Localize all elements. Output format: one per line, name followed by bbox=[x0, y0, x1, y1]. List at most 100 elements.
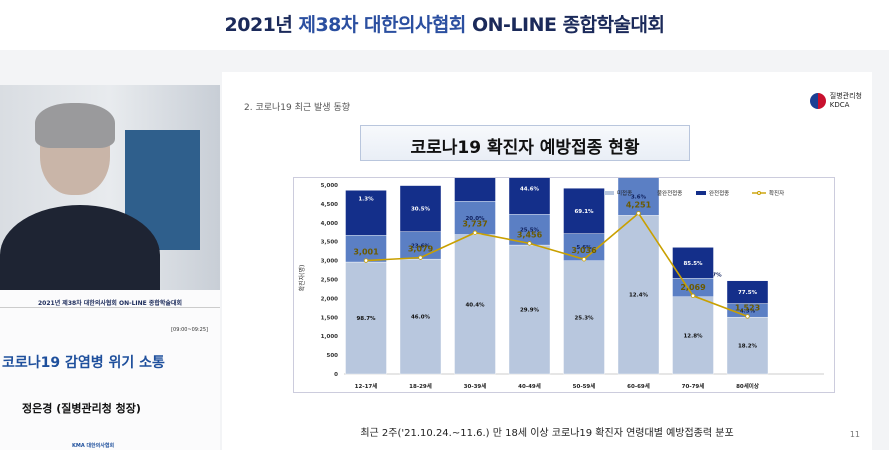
bar-segment-미접종 bbox=[617, 215, 660, 375]
bar-segment-완전접종 bbox=[345, 190, 387, 236]
banner-year: 2021년 bbox=[224, 14, 299, 36]
page-number: 11 bbox=[849, 430, 860, 439]
x-tick-label: 70-79세 bbox=[682, 382, 705, 390]
legend-label: 완전접종 bbox=[709, 189, 729, 197]
slide-title: 코로나19 확진자 예방접종 현황 bbox=[360, 125, 690, 161]
segment-label: 29.9% bbox=[520, 308, 540, 314]
y-tick-label: 3,000 bbox=[321, 259, 339, 265]
taegeuk-icon bbox=[809, 93, 826, 109]
total-point bbox=[636, 211, 641, 216]
total-label: 3,036 bbox=[571, 246, 597, 255]
legend-swatch bbox=[644, 191, 654, 195]
x-tick-label: 40-49세 bbox=[518, 382, 541, 390]
total-label: 4,251 bbox=[626, 200, 652, 209]
segment-label: 12.4% bbox=[629, 293, 649, 299]
total-label: 1,523 bbox=[735, 303, 760, 312]
legend-label: 미접종 bbox=[617, 189, 632, 197]
x-tick-label: 60-69세 bbox=[627, 382, 650, 390]
speaker-name: 정은경 (질병관리청 청장) bbox=[22, 402, 141, 415]
session-info-card: 2021년 제38차 대한의사협회 ON-LINE 종합학술대회 [09:00~… bbox=[0, 290, 220, 450]
legend-swatch bbox=[604, 191, 614, 195]
mini-banner: 2021년 제38차 대한의사협회 ON-LINE 종합학술대회 bbox=[0, 290, 220, 308]
segment-label: 44.6% bbox=[520, 186, 540, 192]
chart-container: 0 500 1,000 1,500 2,000 2,500 3,000 3,500 4,000 4… bbox=[293, 113, 835, 393]
chart-caption: 최근 2주('21.10.24.~11.6.) 만 18세 이상 코로나19 확… bbox=[360, 428, 734, 439]
bar-segment-불완전접종 bbox=[617, 177, 660, 216]
bar-segment-미접종 bbox=[726, 316, 769, 375]
x-tick-label: 50-59세 bbox=[573, 382, 596, 390]
bar-segment-완전접종 bbox=[508, 162, 551, 215]
y-axis-title: 확진자(명) bbox=[298, 265, 306, 292]
segment-label: 1.3% bbox=[358, 196, 374, 202]
banner-suffix: ON-LINE 종합학술대회 bbox=[465, 14, 665, 36]
speaker-hair bbox=[35, 103, 115, 148]
x-tick-label: 80세이상 bbox=[736, 382, 759, 390]
segment-label: 25.5% bbox=[520, 228, 540, 234]
bar-segment-완전접종 bbox=[399, 185, 442, 232]
legend-marker bbox=[757, 191, 761, 195]
x-tick-label: 18-29세 bbox=[409, 382, 432, 390]
segment-label: 30.5% bbox=[411, 207, 431, 213]
bar-segment-미접종 bbox=[508, 244, 551, 375]
section-heading: 2. 코로나19 최근 발생 동향 bbox=[244, 103, 351, 113]
total-label: 3,456 bbox=[517, 230, 543, 239]
y-tick-label: 500 bbox=[327, 353, 339, 359]
total-point bbox=[363, 258, 369, 263]
bar-segment-미접종 bbox=[563, 260, 605, 375]
segment-label: 4.3% bbox=[740, 308, 756, 314]
total-point bbox=[418, 255, 423, 260]
bar-segment-불완전접종 bbox=[399, 231, 442, 260]
total-point bbox=[527, 241, 532, 246]
y-tick-label: 5,000 bbox=[321, 183, 339, 189]
presentation-slide: 2. 코로나19 최근 발생 동향 질병관리청 KDCA 코로나19 확진자 예방… bbox=[222, 72, 872, 450]
bar-segment-불완전접종 bbox=[345, 235, 387, 263]
talk-title: 코로나19 감염병 위기 소통 bbox=[2, 355, 165, 371]
y-tick-label: 4,000 bbox=[321, 221, 339, 227]
segment-label: 40.4% bbox=[465, 302, 485, 308]
segment-label: 5.6% bbox=[576, 245, 592, 251]
total-point bbox=[690, 293, 696, 298]
legend-label: 불완전접종 bbox=[657, 189, 682, 197]
bar-segment-미접종 bbox=[672, 296, 714, 375]
conference-banner: 2021년 제38차 대한의사협회 ON-LINE 종합학술대회 bbox=[0, 0, 889, 50]
y-tick-label: 1,000 bbox=[321, 334, 339, 340]
segment-label: 1.7% bbox=[706, 272, 722, 278]
total-label: 3,001 bbox=[353, 248, 379, 257]
segment-label: 12.8% bbox=[683, 333, 703, 339]
total-point bbox=[581, 257, 587, 262]
segment-label: 18.2% bbox=[738, 344, 758, 350]
bar-segment-완전접종 bbox=[726, 280, 769, 304]
logo-name: 질병관리청 bbox=[829, 92, 862, 100]
total-point bbox=[472, 230, 478, 235]
y-tick-label: 2,500 bbox=[321, 278, 339, 284]
bar-segment-완전접종 bbox=[454, 145, 496, 202]
speaker-body bbox=[0, 205, 160, 290]
segment-label: 20.0% bbox=[465, 216, 485, 222]
y-tick-label: 1,500 bbox=[321, 315, 339, 321]
total-label: 3,737 bbox=[462, 220, 487, 229]
segment-label: 3.6% bbox=[631, 194, 647, 200]
legend-swatch bbox=[696, 191, 706, 195]
speaker-video bbox=[0, 85, 220, 290]
bar-segment-완전접종 bbox=[672, 247, 714, 279]
total-line bbox=[365, 212, 748, 318]
x-tick-label: 12-17세 bbox=[355, 382, 378, 390]
segment-label: 85.5% bbox=[683, 261, 703, 267]
banner-highlight: 제38차 대한의사협회 bbox=[298, 14, 466, 36]
segment-label: 25.3% bbox=[574, 315, 594, 321]
stacked-bar-chart: 0 500 1,000 1,500 2,000 2,500 3,000 3,500 4,000 4… bbox=[298, 113, 824, 390]
segment-label: 69.1% bbox=[574, 209, 594, 215]
x-tick-label: 30-39세 bbox=[464, 382, 487, 390]
segment-label: 46.0% bbox=[411, 315, 431, 321]
bar-segment-미접종 bbox=[454, 234, 496, 375]
total-label: 3,079 bbox=[408, 245, 434, 254]
segment-label: 98.7% bbox=[356, 316, 376, 322]
kdca-logo: 질병관리청 KDCA bbox=[809, 92, 862, 110]
session-time: [09:00~09:25] bbox=[171, 327, 208, 333]
y-tick-label: 0 bbox=[334, 372, 338, 378]
legend-label: 확진자 bbox=[769, 189, 784, 197]
y-tick-label: 3,500 bbox=[321, 240, 339, 246]
y-tick-label: 4,500 bbox=[321, 202, 339, 208]
bar-segment-미접종 bbox=[399, 258, 442, 375]
segment-label: 77.5% bbox=[738, 290, 758, 296]
